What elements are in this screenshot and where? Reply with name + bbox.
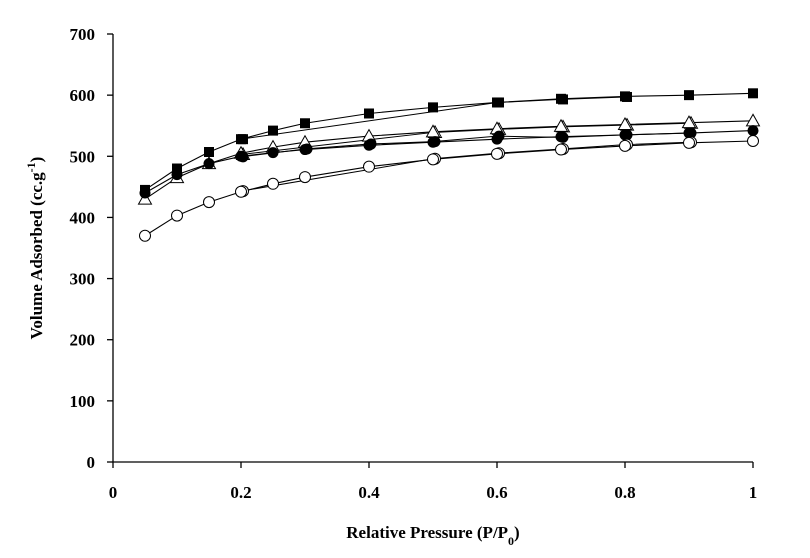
series-desorption-line xyxy=(240,132,690,158)
data-point xyxy=(364,108,374,119)
data-point xyxy=(235,185,247,198)
series-2 xyxy=(139,125,759,199)
y-tick-label: 400 xyxy=(70,208,96,227)
series-line xyxy=(144,120,754,200)
x-tick-label: 1 xyxy=(749,483,758,502)
data-point xyxy=(427,153,439,166)
data-point xyxy=(491,133,503,145)
data-point xyxy=(236,134,246,145)
data-point xyxy=(556,93,566,104)
data-point xyxy=(683,136,695,149)
data-point xyxy=(299,171,311,184)
y-axis: 0 100 200 300 400 500 600 700 xyxy=(70,25,114,472)
x-axis: 0 0.2 0.4 0.6 0.8 1 xyxy=(109,461,758,502)
y-axis-label-end: ) xyxy=(27,157,46,163)
data-point xyxy=(363,160,375,173)
data-point xyxy=(747,125,759,137)
data-point xyxy=(427,136,439,148)
data-point xyxy=(171,209,183,222)
data-point xyxy=(363,139,375,151)
data-point xyxy=(172,163,182,174)
data-point xyxy=(747,135,759,147)
y-axis-label-superscript: -1 xyxy=(24,162,38,172)
series-1 xyxy=(137,113,761,205)
data-point xyxy=(204,147,214,158)
x-axis-label-subscript: 0 xyxy=(508,534,514,548)
x-axis-label: Relative Pressure (P/P0) xyxy=(346,523,519,548)
data-point xyxy=(619,139,631,152)
y-tick-label: 0 xyxy=(87,453,96,472)
y-axis-label: Volume Adsorbed (cc.g-1) xyxy=(24,157,46,340)
data-point xyxy=(267,147,279,159)
y-tick-label: 200 xyxy=(70,331,96,350)
series-desorption-line xyxy=(240,122,690,155)
data-point xyxy=(267,177,279,190)
data-point xyxy=(268,125,278,136)
data-point xyxy=(171,169,183,181)
data-point xyxy=(555,131,567,143)
series-0 xyxy=(140,88,758,195)
x-tick-label: 0.4 xyxy=(358,483,380,502)
data-point xyxy=(139,229,151,242)
x-axis-label-end: ) xyxy=(514,523,520,542)
data-point xyxy=(139,187,151,199)
y-tick-label: 700 xyxy=(70,25,96,44)
data-point xyxy=(684,90,694,101)
data-point xyxy=(748,88,758,99)
data-point xyxy=(203,196,215,209)
y-tick-label: 100 xyxy=(70,392,96,411)
x-tick-label: 0.8 xyxy=(614,483,635,502)
x-tick-label: 0.2 xyxy=(230,483,251,502)
series-layer xyxy=(137,88,761,242)
x-tick-label: 0 xyxy=(109,483,118,502)
data-point xyxy=(491,147,503,160)
data-point xyxy=(300,118,310,129)
series-desorption-line xyxy=(240,96,626,140)
data-point xyxy=(492,97,502,108)
x-tick-label: 0.6 xyxy=(486,483,507,502)
data-point xyxy=(683,127,695,139)
y-tick-label: 600 xyxy=(70,86,96,105)
y-tick-label: 500 xyxy=(70,147,96,166)
data-point xyxy=(620,91,630,102)
data-point xyxy=(235,150,247,162)
series-3 xyxy=(139,135,759,242)
y-axis-label-main: Volume Adsorbed (cc.g xyxy=(27,172,46,340)
x-axis-label-main: Relative Pressure (P/P xyxy=(346,523,508,542)
data-point xyxy=(428,102,438,113)
data-point xyxy=(555,143,567,156)
y-tick-label: 300 xyxy=(70,270,96,289)
data-point xyxy=(745,113,761,127)
data-point xyxy=(619,129,631,141)
series-desorption-line xyxy=(240,141,690,192)
data-point xyxy=(299,144,311,156)
data-point xyxy=(203,158,215,170)
